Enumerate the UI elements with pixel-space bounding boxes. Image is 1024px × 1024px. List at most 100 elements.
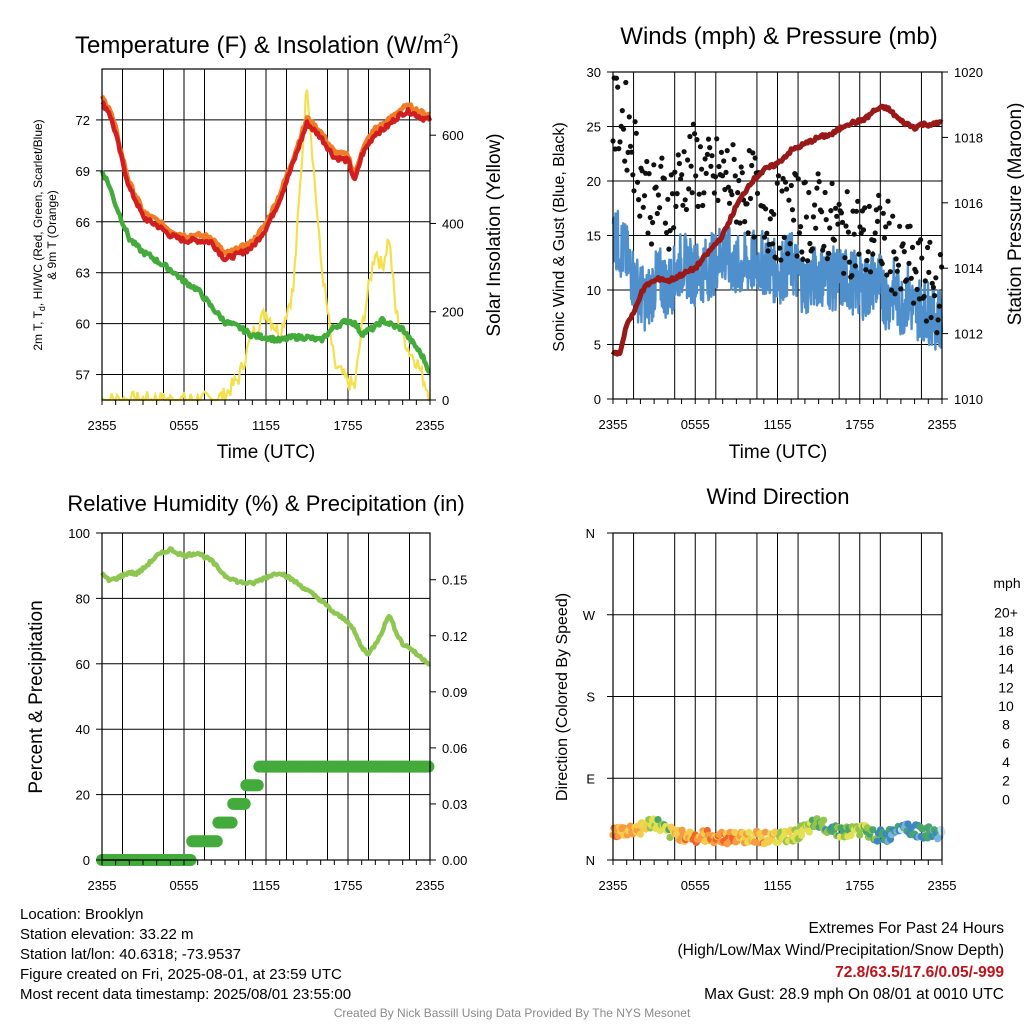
gust-point xyxy=(834,213,840,219)
winds-x-tick-label: 1755 xyxy=(845,417,874,432)
gust-point xyxy=(674,191,680,197)
direction-y-tick-label: W xyxy=(583,608,596,623)
gust-point xyxy=(778,257,784,263)
gust-point xyxy=(738,164,744,170)
gust-point xyxy=(870,251,876,257)
gust-point xyxy=(620,126,627,132)
gust-point xyxy=(699,166,705,172)
gust-point xyxy=(767,216,773,222)
precipitation-y2-tick-label: 0.03 xyxy=(442,797,467,812)
gust-point xyxy=(906,260,912,266)
gust-point xyxy=(644,158,650,165)
gust-point xyxy=(764,230,770,236)
gust-point xyxy=(813,225,819,231)
gust-point xyxy=(798,224,804,230)
gust-point xyxy=(637,213,643,219)
gust-point xyxy=(675,152,681,158)
gust-point xyxy=(857,224,863,230)
gust-point xyxy=(655,192,662,198)
colorbar-label: 20+ xyxy=(994,605,1018,621)
gust-point xyxy=(890,213,896,219)
colorbar-label: 16 xyxy=(998,642,1014,658)
insolation-y2-tick-label: 0 xyxy=(442,393,449,408)
gust-point xyxy=(926,269,932,275)
gust-point xyxy=(860,227,867,233)
gust-point xyxy=(913,269,919,275)
gust-point xyxy=(732,173,738,179)
extremes-title: Extremes For Past 24 Hours xyxy=(808,920,1004,937)
gust-point xyxy=(788,182,794,189)
gust-point xyxy=(657,205,663,211)
temperature-x-tick-label: 1755 xyxy=(334,418,363,433)
winds-y-tick-label: 10 xyxy=(587,283,601,298)
gust-point xyxy=(866,203,872,209)
station-elevation: Station elevation: 33.22 m xyxy=(20,926,194,943)
winds-x-tick-label: 2355 xyxy=(599,417,628,432)
precipitation-y2-tick-label: 0.09 xyxy=(442,685,467,700)
humidity-y-tick-label: 40 xyxy=(76,722,90,737)
colorbar-label: 14 xyxy=(998,661,1014,677)
gust-point xyxy=(923,318,930,324)
gust-point xyxy=(777,245,783,251)
direction-point xyxy=(731,828,739,837)
gust-point xyxy=(936,303,942,309)
gust-point xyxy=(725,184,732,190)
gust-point xyxy=(828,208,834,214)
gust-point xyxy=(627,143,634,149)
gust-point xyxy=(683,206,690,213)
gust-point xyxy=(885,198,891,204)
gust-point xyxy=(897,223,903,229)
gust-point xyxy=(695,203,701,209)
insolation-y2-tick-label: 200 xyxy=(442,305,464,320)
gust-point xyxy=(632,119,638,125)
gust-point xyxy=(690,121,697,127)
gust-point xyxy=(921,293,927,300)
gust-point xyxy=(624,167,630,173)
colorbar-label: 18 xyxy=(998,623,1014,639)
speed-colorbar: mph 20+ 18 16 14 12 10 8 6 4 2 0 xyxy=(993,575,1020,807)
pressure-line xyxy=(610,103,944,357)
gust-point xyxy=(622,158,628,164)
direction-y-label: Direction (Colored By Speed) xyxy=(554,593,571,801)
gust-point xyxy=(682,197,688,203)
gust-point xyxy=(703,170,709,176)
gust-point xyxy=(833,205,839,211)
gust-point xyxy=(932,293,938,299)
gust-point xyxy=(816,179,822,185)
direction-y-tick-label: N xyxy=(586,526,595,541)
precipitation-y2-tick-label: 0.15 xyxy=(442,573,467,588)
gust-point xyxy=(856,251,862,257)
gust-point xyxy=(629,149,635,155)
gust-point xyxy=(843,223,849,229)
winds-x-tick-label: 0555 xyxy=(681,417,710,432)
gust-point xyxy=(729,192,735,198)
gust-point xyxy=(782,179,789,185)
gust-point xyxy=(795,176,801,182)
temperature-x-tick-label: 1155 xyxy=(252,418,280,433)
pressure-y2-tick-label: 1018 xyxy=(954,130,983,145)
direction-axes: N E S W N 2355 0555 1155 1755 2355 xyxy=(583,526,957,893)
colorbar-label: 10 xyxy=(998,698,1014,714)
sonic-wind-line xyxy=(611,209,944,351)
winds-y-tick-label: 25 xyxy=(587,120,601,135)
humidity-y-tick-label: 60 xyxy=(76,657,90,672)
gust-point xyxy=(771,211,777,217)
gust-point xyxy=(736,177,742,184)
gust-point xyxy=(685,157,691,163)
gust-point xyxy=(877,205,883,211)
credit-line: Created By Nick Bassill Using Data Provi… xyxy=(333,1006,691,1020)
humidity-series xyxy=(96,546,435,866)
humidity-x-tick-label: 2355 xyxy=(88,878,117,893)
station-info: Location: Brooklyn Station elevation: 33… xyxy=(20,905,351,1005)
gust-point xyxy=(784,186,790,192)
gust-point xyxy=(615,84,621,90)
gust-point xyxy=(704,151,711,157)
gust-point xyxy=(723,169,729,175)
direction-x-tick-label: 1155 xyxy=(764,878,792,893)
gust-point xyxy=(805,258,811,264)
gust-point xyxy=(835,221,841,227)
direction-point xyxy=(761,828,770,836)
gust-point xyxy=(872,230,878,236)
temperature-grid xyxy=(102,69,430,400)
gust-point xyxy=(853,208,860,214)
